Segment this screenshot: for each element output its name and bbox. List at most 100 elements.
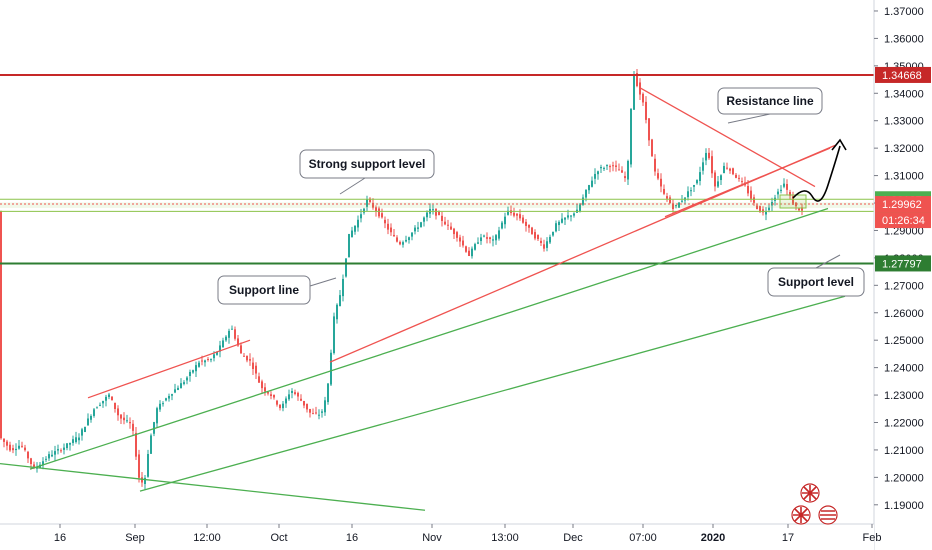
candle — [261, 379, 263, 394]
candle — [24, 444, 26, 452]
x-tick-label: Feb — [863, 532, 882, 544]
candle — [90, 414, 92, 423]
annotation-callout[interactable]: Support line — [217, 275, 337, 305]
x-tick-label: 13:00 — [491, 532, 519, 544]
candle — [303, 400, 305, 409]
annotation-text: Resistance line — [726, 94, 814, 108]
candle — [753, 194, 755, 206]
candle — [456, 230, 458, 242]
price-label: 1.29962 — [875, 196, 931, 213]
x-tick-label: Sep — [125, 532, 145, 544]
trend-line[interactable] — [664, 147, 831, 218]
candle — [99, 402, 101, 407]
y-tick-label: 1.34000 — [884, 88, 924, 100]
candle — [330, 349, 332, 386]
trend-line[interactable] — [29, 207, 829, 470]
y-tick-label: 1.29000 — [884, 225, 924, 237]
price-axis-background — [874, 0, 932, 550]
candle — [732, 167, 734, 176]
candle — [72, 435, 74, 446]
candle — [714, 170, 716, 192]
y-tick-label: 1.24000 — [884, 363, 924, 375]
candle — [693, 184, 695, 192]
x-tick-label: 16 — [346, 532, 358, 544]
candle — [78, 433, 80, 445]
candle — [312, 408, 314, 415]
candle — [453, 227, 455, 240]
y-tick-label: 1.37000 — [884, 6, 924, 18]
candle — [405, 235, 407, 243]
candle — [177, 385, 179, 391]
candle — [399, 240, 401, 246]
candle — [96, 406, 98, 409]
candle — [492, 235, 494, 247]
candle — [42, 457, 44, 470]
candle — [645, 96, 647, 124]
candle — [543, 239, 545, 252]
svg-text:1.34668: 1.34668 — [882, 70, 922, 82]
candle — [537, 234, 539, 241]
us-flag-icon[interactable] — [818, 505, 838, 525]
candle — [513, 207, 515, 218]
candle — [702, 157, 704, 175]
trend-line[interactable] — [139, 295, 846, 492]
annotations-layer: Resistance line Strong support level Suppo… — [217, 87, 865, 305]
candle — [549, 234, 551, 244]
candle — [246, 355, 248, 363]
candle — [483, 234, 485, 238]
candle — [615, 160, 617, 172]
x-tick-label: 16 — [54, 532, 66, 544]
trend-line[interactable] — [87, 339, 251, 399]
annotation-callout[interactable]: Support level — [767, 254, 865, 297]
price-labels: 1.346681.301371.296951.277971.2996201:26… — [875, 66, 931, 272]
candle — [273, 394, 275, 400]
candle — [411, 232, 413, 241]
trend-line[interactable] — [639, 87, 816, 188]
candle — [591, 176, 593, 188]
candle — [711, 150, 713, 178]
candle — [321, 409, 323, 418]
candle — [648, 118, 650, 146]
candle — [249, 353, 251, 366]
y-tick-label: 1.25000 — [884, 335, 924, 347]
candle — [504, 212, 506, 229]
candle — [420, 221, 422, 228]
candle — [729, 167, 731, 174]
candle — [630, 108, 632, 168]
time-axis[interactable]: 16 Sep 12:00 Oct 16 Nov 13:00 Dec 07:00 2020 17 Feb — [54, 524, 882, 544]
svg-text:1.29962: 1.29962 — [882, 199, 922, 211]
candle — [555, 220, 557, 233]
candle — [60, 448, 62, 453]
candle — [81, 427, 83, 441]
candle — [159, 400, 161, 412]
candle — [120, 413, 122, 424]
candle — [465, 245, 467, 253]
candle — [123, 412, 125, 425]
candle — [546, 237, 548, 252]
candle — [435, 208, 437, 220]
uk-flag-icon[interactable] — [800, 483, 820, 503]
candle — [387, 218, 389, 235]
candle — [780, 185, 782, 194]
candle — [624, 171, 626, 182]
candle — [444, 216, 446, 226]
candle — [114, 402, 116, 413]
uk-flag-icon[interactable] — [791, 505, 811, 525]
candle — [174, 383, 176, 394]
candle — [291, 388, 293, 399]
candle — [21, 441, 23, 448]
candle — [207, 356, 209, 362]
candle — [441, 211, 443, 227]
annotation-callout[interactable]: Resistance line — [717, 87, 823, 124]
candle — [288, 389, 290, 401]
candle — [300, 394, 302, 402]
candle — [171, 393, 173, 401]
candle — [276, 399, 278, 407]
annotation-callout[interactable]: Strong support level — [299, 149, 435, 195]
candle — [147, 449, 149, 478]
candle — [474, 242, 476, 251]
price-range-band — [0, 202, 874, 208]
trend-line[interactable] — [0, 462, 426, 511]
candle — [783, 178, 785, 189]
